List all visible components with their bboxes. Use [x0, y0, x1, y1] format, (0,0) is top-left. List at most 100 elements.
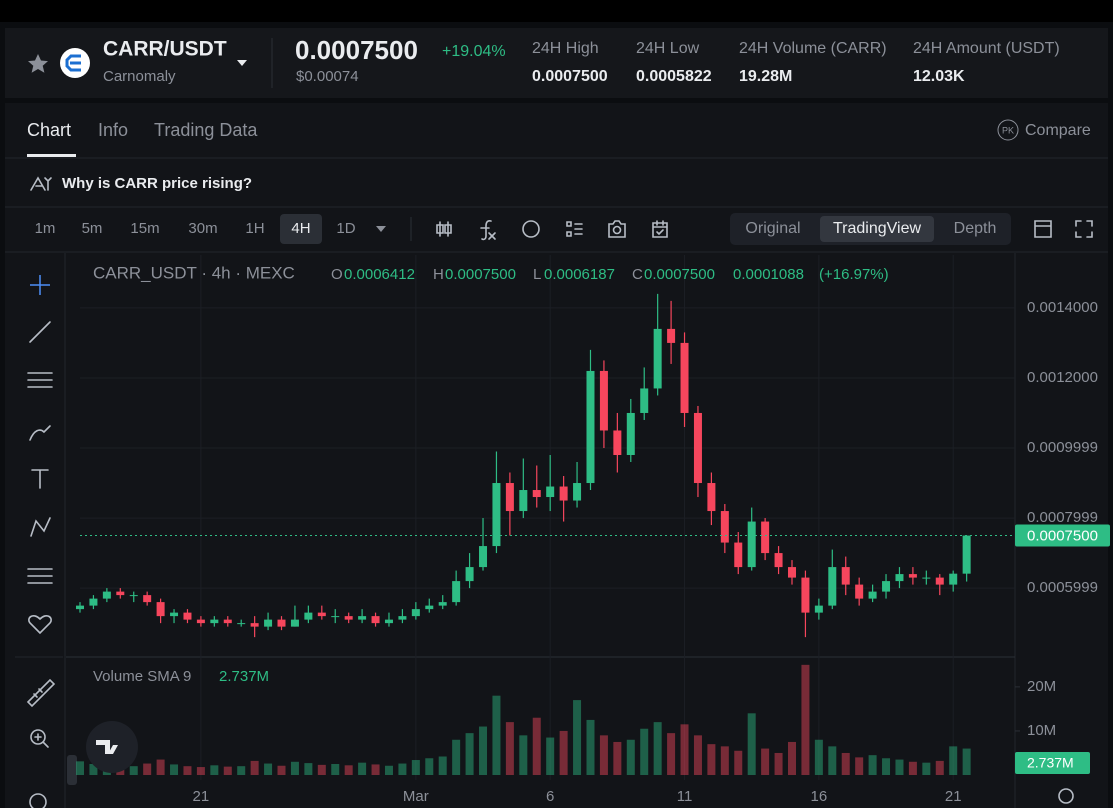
layout-icon[interactable] [1034, 220, 1052, 238]
volume-bar [855, 757, 864, 775]
stat-label: 24H High [532, 40, 599, 57]
volume-bar [411, 760, 420, 775]
candle-body [304, 612, 313, 620]
tab-underline [27, 154, 76, 157]
coin-logo-mark [65, 54, 81, 72]
symbol-info: CARR_USDT · 4h · MEXC [93, 263, 295, 282]
volume-bar [908, 761, 917, 775]
ohlc-change-pct: (+16.97%) [819, 266, 889, 283]
prompt[interactable]: Why is CARR price rising? [62, 175, 252, 192]
crosshair-tool[interactable] [30, 275, 50, 295]
volume-bar [358, 762, 367, 775]
y-tick-label: 0.0005999 [1027, 579, 1098, 596]
chart-settings[interactable] [1058, 788, 1074, 804]
volume-bar [438, 756, 447, 775]
x-tick-label: 6 [546, 788, 554, 805]
interval[interactable]: 1D [336, 220, 355, 237]
tab[interactable]: Info [98, 120, 128, 140]
brush-tool[interactable] [29, 425, 51, 441]
volume-bar [828, 746, 837, 775]
last-price-box [1015, 524, 1110, 547]
volume-bar [680, 724, 689, 775]
trendline-tool[interactable] [29, 321, 51, 343]
candle-body [492, 483, 501, 547]
view-active-bg [820, 216, 934, 242]
volume-legend: Volume SMA 9 [93, 668, 191, 685]
settings-list-icon[interactable] [566, 221, 583, 237]
candle-body [599, 370, 608, 431]
candle-body [935, 577, 944, 585]
candle-body [438, 602, 447, 606]
calendar-icon[interactable] [652, 220, 668, 238]
candle-body [801, 577, 810, 613]
volume-bar [250, 760, 259, 775]
volume-bar [868, 755, 877, 775]
template-icon[interactable] [522, 220, 540, 238]
favorite-star[interactable] [28, 54, 48, 73]
candle-body [277, 619, 286, 627]
y-tick-label: 0.0014000 [1027, 299, 1098, 316]
volume-bar [586, 719, 595, 775]
projection-tool[interactable] [27, 568, 53, 584]
volume-bar [237, 766, 246, 775]
zoom-tool-mark [34, 733, 49, 748]
zoom-tool[interactable] [30, 729, 46, 745]
interval[interactable]: 1H [245, 220, 264, 237]
view-option[interactable]: Depth [954, 220, 997, 237]
compare-icon[interactable] [997, 119, 1019, 141]
fib-tool[interactable] [27, 372, 53, 388]
candle-body [76, 605, 84, 610]
ohlc-key: L [533, 266, 541, 283]
volume-bar [841, 752, 850, 775]
x-tick-label: 11 [677, 788, 693, 805]
ohlc-value: 0.0006187 [544, 266, 615, 283]
volume-bar [787, 741, 796, 775]
ohlc-value: 0.0007500 [445, 266, 516, 283]
volume-bar [492, 695, 501, 775]
favorites-tool[interactable] [28, 615, 52, 635]
tab[interactable]: Chart [27, 120, 71, 140]
volume-bar [882, 758, 891, 775]
volume-sma-label: 2.737M [1027, 755, 1074, 771]
compare-badge: PK [1002, 125, 1014, 135]
interval[interactable]: 4H [291, 220, 310, 237]
text-tool[interactable] [31, 469, 49, 489]
view-option[interactable]: Original [745, 220, 800, 237]
candle-body [908, 574, 917, 578]
volume-bar [922, 762, 931, 775]
view-option[interactable]: TradingView [833, 220, 921, 237]
lock-tool[interactable] [29, 793, 47, 808]
panel-handle[interactable] [67, 755, 77, 785]
volume-bar [707, 744, 716, 775]
volume-bar [949, 746, 958, 775]
pair-dropdown[interactable] [237, 60, 247, 66]
candle-body [344, 616, 353, 620]
indicator-icon[interactable] [480, 220, 496, 241]
volume-bar [277, 765, 286, 775]
stat-label: 24H Volume (CARR) [739, 40, 887, 57]
volume-bar [814, 739, 823, 775]
fullscreen-icon[interactable] [1075, 220, 1093, 238]
interval[interactable]: 5m [82, 220, 103, 237]
ohlc-key: H [433, 266, 444, 283]
x-tick-label: 16 [811, 788, 828, 805]
pattern-tool[interactable] [30, 517, 51, 537]
volume-bar [667, 733, 676, 775]
candle-body [223, 619, 232, 624]
candle-type-icon[interactable] [436, 221, 452, 237]
candle-body [425, 605, 434, 610]
interval-dropdown[interactable] [376, 226, 386, 232]
price: 0.0007500 [295, 35, 418, 65]
candle-body [653, 328, 662, 389]
ruler-tool[interactable] [26, 678, 56, 708]
compare[interactable]: Compare [1025, 122, 1091, 139]
tab[interactable]: Trading Data [154, 120, 258, 140]
candle-body [398, 616, 407, 620]
volume-bar [304, 763, 313, 775]
interval[interactable]: 30m [188, 220, 217, 237]
candle-body [479, 546, 488, 568]
screenshot-icon[interactable] [608, 220, 626, 238]
interval[interactable]: 15m [130, 220, 159, 237]
interval[interactable]: 1m [35, 220, 56, 237]
pair: CARR/USDT [103, 38, 227, 61]
